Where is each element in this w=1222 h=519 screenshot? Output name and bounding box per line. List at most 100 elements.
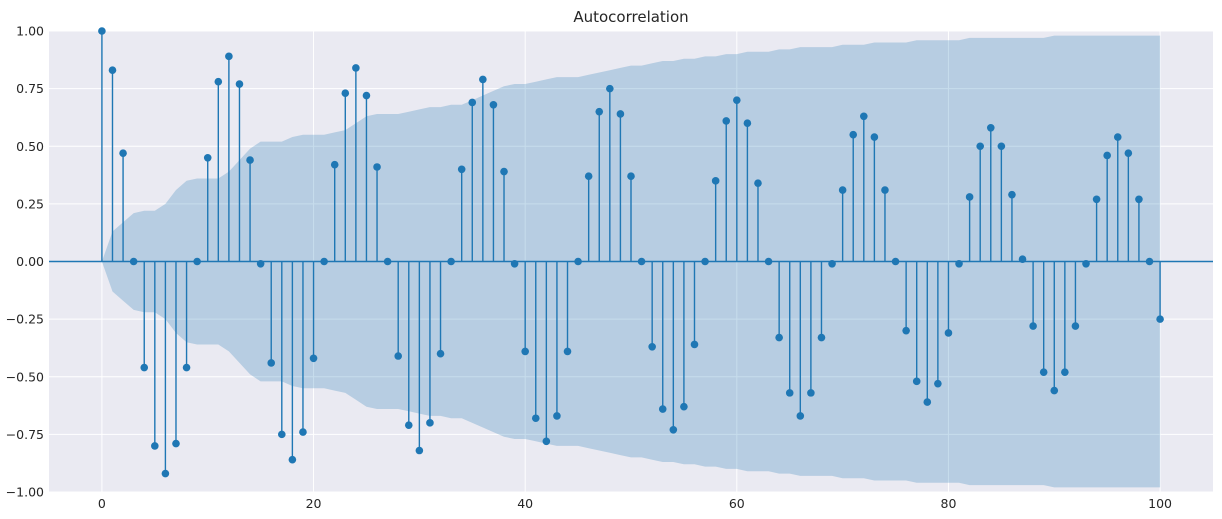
acf-point bbox=[383, 257, 392, 266]
acf-point bbox=[161, 469, 170, 478]
acf-point bbox=[98, 27, 106, 35]
acf-point bbox=[986, 124, 995, 132]
acf-point bbox=[267, 359, 276, 367]
acf-point bbox=[309, 354, 318, 363]
acf-point bbox=[299, 428, 307, 436]
acf-point bbox=[278, 430, 286, 439]
acf-point bbox=[743, 119, 752, 127]
acf-point bbox=[965, 193, 974, 201]
acf-point bbox=[648, 342, 656, 351]
acf-point bbox=[658, 405, 667, 413]
acf-point bbox=[1018, 255, 1027, 263]
y-tick-label: −0.75 bbox=[6, 427, 44, 442]
acf-point bbox=[627, 172, 635, 181]
acf-point bbox=[1092, 195, 1101, 204]
acf-point bbox=[838, 186, 847, 194]
x-tick-label: 0 bbox=[98, 496, 106, 511]
acf-point bbox=[468, 98, 477, 107]
stems bbox=[101, 31, 1161, 474]
acf-point bbox=[203, 153, 212, 162]
acf-point bbox=[457, 165, 466, 174]
acf-point bbox=[944, 329, 953, 337]
markers bbox=[98, 27, 1164, 478]
acf-point bbox=[955, 260, 963, 268]
acf-point bbox=[849, 130, 858, 139]
acf-point bbox=[711, 177, 720, 185]
acf-point bbox=[775, 333, 783, 342]
acf-point bbox=[1008, 190, 1016, 199]
acf-point bbox=[828, 260, 836, 268]
acf-point bbox=[426, 419, 434, 427]
acf-point bbox=[616, 110, 625, 118]
acf-point bbox=[447, 257, 455, 266]
acf-point bbox=[881, 186, 889, 194]
acf-point bbox=[1156, 315, 1164, 323]
acf-point bbox=[214, 77, 223, 86]
acf-point bbox=[722, 117, 731, 125]
acf-point bbox=[595, 107, 604, 116]
acf-point bbox=[701, 257, 709, 266]
acf-point bbox=[923, 398, 932, 406]
acf-point bbox=[352, 64, 360, 72]
acf-point bbox=[404, 421, 413, 429]
y-tick-label: 0.75 bbox=[16, 81, 44, 96]
y-tick-label: −1.00 bbox=[6, 485, 44, 500]
acf-point bbox=[288, 455, 297, 464]
acf-point bbox=[330, 160, 339, 169]
acf-point bbox=[151, 442, 159, 450]
acf-point bbox=[436, 349, 445, 358]
acf-point bbox=[902, 326, 910, 335]
acf-point bbox=[1061, 368, 1069, 376]
acf-point bbox=[119, 149, 127, 157]
acf-point bbox=[690, 340, 699, 349]
acf-point bbox=[976, 142, 984, 151]
acf-point bbox=[256, 260, 265, 268]
acf-point bbox=[680, 402, 688, 411]
acf-point bbox=[108, 66, 117, 74]
acf-point bbox=[1082, 260, 1090, 268]
acf-point bbox=[235, 80, 244, 88]
acf-point bbox=[182, 363, 191, 372]
acf-point bbox=[394, 352, 403, 360]
acf-point bbox=[637, 257, 646, 266]
y-tick-label: 1.00 bbox=[16, 24, 44, 39]
acf-point bbox=[606, 84, 614, 93]
acf-point bbox=[1124, 149, 1133, 157]
acf-point bbox=[129, 257, 138, 266]
acf-point bbox=[1039, 368, 1048, 376]
acf-point bbox=[373, 163, 381, 171]
acf-point bbox=[669, 425, 678, 434]
acf-point bbox=[521, 347, 529, 356]
acf-point bbox=[246, 156, 254, 164]
acf-point bbox=[807, 389, 815, 397]
acf-point bbox=[934, 379, 942, 388]
acf-point bbox=[860, 112, 868, 121]
x-tick-labels: 0 20 40 60 80 100 bbox=[98, 496, 1172, 511]
y-tick-labels: 1.00 0.75 0.50 0.25 0.00 −0.25 −0.50 −0.75 −1.00 bbox=[6, 24, 44, 500]
acf-point bbox=[489, 100, 498, 109]
x-tick-label: 40 bbox=[517, 496, 533, 511]
acf-point bbox=[531, 414, 540, 423]
acf-point bbox=[479, 75, 487, 84]
acf-point bbox=[415, 446, 424, 455]
acf-point bbox=[796, 412, 805, 420]
acf-point bbox=[584, 172, 593, 181]
x-tick-label: 80 bbox=[941, 496, 957, 511]
acf-point bbox=[754, 179, 762, 187]
acf-point bbox=[1103, 151, 1111, 160]
y-tick-label: −0.50 bbox=[6, 369, 44, 384]
acf-point bbox=[891, 257, 900, 266]
y-tick-label: 0.25 bbox=[16, 196, 44, 211]
acf-point bbox=[362, 91, 371, 100]
y-tick-label: 0.50 bbox=[16, 139, 44, 154]
acf-point bbox=[1029, 322, 1037, 330]
acf-point bbox=[172, 439, 180, 448]
chart-title: Autocorrelation bbox=[573, 8, 688, 26]
acf-point bbox=[1050, 386, 1059, 395]
y-tick-label: −0.25 bbox=[6, 312, 44, 327]
y-tick-label: 0.00 bbox=[16, 254, 44, 269]
acf-point bbox=[341, 89, 350, 98]
acf-point bbox=[764, 257, 773, 266]
acf-point bbox=[870, 133, 879, 141]
